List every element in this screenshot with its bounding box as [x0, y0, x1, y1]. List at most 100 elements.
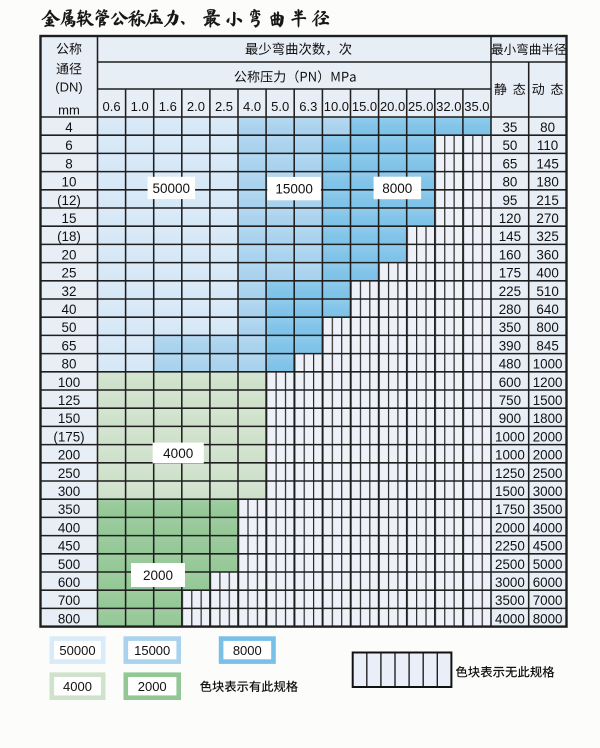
- svg-text:(12): (12): [57, 193, 81, 208]
- svg-text:1500: 1500: [495, 484, 525, 499]
- svg-text:450: 450: [58, 539, 80, 554]
- svg-text:25: 25: [62, 266, 77, 281]
- svg-text:80: 80: [540, 120, 555, 135]
- svg-text:640: 640: [536, 302, 558, 317]
- svg-text:4500: 4500: [533, 539, 563, 554]
- svg-text:6000: 6000: [533, 575, 563, 590]
- svg-text:3000: 3000: [495, 575, 525, 590]
- svg-text:250: 250: [58, 466, 80, 481]
- svg-text:1000: 1000: [533, 357, 563, 372]
- svg-text:2500: 2500: [533, 466, 563, 481]
- svg-text:1000: 1000: [495, 448, 525, 463]
- svg-text:300: 300: [58, 484, 80, 499]
- svg-text:50000: 50000: [153, 181, 191, 196]
- svg-text:95: 95: [502, 193, 517, 208]
- svg-text:225: 225: [499, 284, 521, 299]
- svg-text:215: 215: [536, 193, 558, 208]
- svg-text:5.0: 5.0: [271, 99, 289, 114]
- svg-text:80: 80: [502, 175, 517, 190]
- svg-text:10: 10: [62, 175, 77, 190]
- svg-text:10.0: 10.0: [324, 99, 349, 114]
- svg-text:350: 350: [58, 502, 80, 517]
- svg-text:3500: 3500: [533, 502, 563, 517]
- svg-text:180: 180: [536, 175, 558, 190]
- svg-text:6.3: 6.3: [299, 99, 317, 114]
- svg-text:2.0: 2.0: [187, 99, 205, 114]
- svg-text:160: 160: [499, 247, 521, 262]
- svg-text:20: 20: [62, 247, 77, 262]
- svg-text:4000: 4000: [533, 520, 563, 535]
- svg-text:845: 845: [536, 338, 558, 353]
- svg-text:1250: 1250: [495, 466, 525, 481]
- svg-text:40: 40: [62, 302, 77, 317]
- svg-text:900: 900: [499, 411, 521, 426]
- svg-text:1750: 1750: [495, 502, 525, 517]
- svg-text:175: 175: [499, 266, 521, 281]
- svg-text:1.0: 1.0: [131, 99, 149, 114]
- svg-text:0.6: 0.6: [103, 99, 121, 114]
- svg-text:800: 800: [536, 320, 558, 335]
- svg-text:5000: 5000: [533, 557, 563, 572]
- svg-text:325: 325: [536, 229, 558, 244]
- svg-text:15000: 15000: [275, 182, 313, 197]
- svg-text:600: 600: [58, 575, 80, 590]
- svg-text:120: 120: [499, 211, 521, 226]
- svg-text:400: 400: [536, 266, 558, 281]
- svg-text:270: 270: [536, 211, 558, 226]
- svg-text:20.0: 20.0: [380, 99, 405, 114]
- svg-text:1200: 1200: [533, 375, 563, 390]
- svg-text:100: 100: [58, 375, 80, 390]
- svg-text:50000: 50000: [59, 643, 95, 658]
- svg-text:(DN): (DN): [55, 80, 82, 95]
- svg-text:750: 750: [499, 393, 521, 408]
- svg-text:35: 35: [502, 120, 517, 135]
- svg-text:(18): (18): [57, 229, 81, 244]
- svg-text:4: 4: [65, 120, 73, 135]
- svg-text:4000: 4000: [163, 446, 193, 461]
- svg-text:15: 15: [62, 211, 77, 226]
- svg-text:15.0: 15.0: [352, 99, 377, 114]
- svg-text:400: 400: [58, 520, 80, 535]
- svg-text:4.0: 4.0: [243, 99, 261, 114]
- svg-text:145: 145: [499, 229, 521, 244]
- svg-text:6: 6: [65, 138, 72, 153]
- svg-text:1500: 1500: [533, 393, 563, 408]
- svg-text:2000: 2000: [143, 568, 173, 583]
- svg-text:8000: 8000: [533, 611, 563, 626]
- svg-text:600: 600: [499, 375, 521, 390]
- svg-text:500: 500: [58, 557, 80, 572]
- svg-text:125: 125: [58, 393, 80, 408]
- svg-text:65: 65: [502, 156, 517, 171]
- svg-text:8000: 8000: [233, 643, 262, 658]
- svg-text:4000: 4000: [495, 611, 525, 626]
- svg-text:1000: 1000: [495, 429, 525, 444]
- svg-text:50: 50: [62, 320, 77, 335]
- svg-text:(175): (175): [53, 429, 84, 444]
- svg-text:700: 700: [58, 593, 80, 608]
- svg-text:1800: 1800: [533, 411, 563, 426]
- svg-text:480: 480: [499, 357, 521, 372]
- svg-text:350: 350: [499, 320, 521, 335]
- svg-text:2000: 2000: [533, 429, 563, 444]
- svg-text:3000: 3000: [533, 484, 563, 499]
- svg-text:32: 32: [62, 284, 77, 299]
- svg-text:800: 800: [58, 611, 80, 626]
- svg-text:50: 50: [502, 138, 517, 153]
- svg-text:2000: 2000: [533, 448, 563, 463]
- svg-text:7000: 7000: [533, 593, 563, 608]
- svg-text:65: 65: [62, 338, 77, 353]
- svg-text:390: 390: [499, 338, 521, 353]
- svg-text:200: 200: [58, 448, 80, 463]
- svg-text:145: 145: [536, 156, 558, 171]
- svg-text:8000: 8000: [382, 181, 412, 196]
- svg-text:110: 110: [537, 138, 558, 153]
- svg-text:2000: 2000: [138, 679, 167, 694]
- svg-text:280: 280: [499, 302, 521, 317]
- svg-text:510: 510: [536, 284, 558, 299]
- svg-text:1.6: 1.6: [159, 99, 177, 114]
- svg-text:35.0: 35.0: [464, 99, 489, 114]
- svg-text:8: 8: [65, 156, 72, 171]
- svg-text:2000: 2000: [495, 520, 525, 535]
- svg-text:360: 360: [536, 247, 558, 262]
- svg-text:2250: 2250: [495, 539, 525, 554]
